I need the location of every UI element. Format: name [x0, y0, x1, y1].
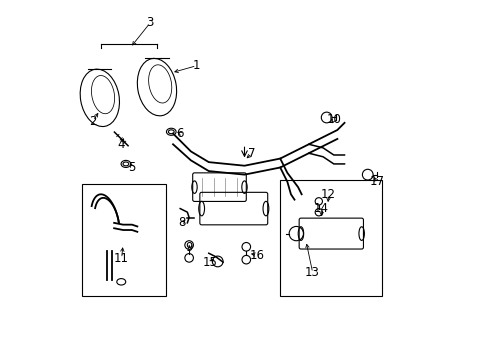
Text: 12: 12 — [320, 188, 335, 201]
Text: 2: 2 — [89, 114, 96, 127]
Text: 3: 3 — [146, 16, 153, 29]
Text: 5: 5 — [128, 161, 135, 174]
Text: 10: 10 — [325, 113, 341, 126]
Text: 14: 14 — [313, 202, 328, 215]
Text: 1: 1 — [192, 59, 200, 72]
Text: 15: 15 — [203, 256, 218, 269]
Text: 13: 13 — [305, 266, 319, 279]
Text: 7: 7 — [247, 147, 255, 160]
Text: 9: 9 — [185, 241, 192, 255]
Text: 8: 8 — [178, 216, 185, 229]
Text: 6: 6 — [176, 127, 183, 140]
Text: 11: 11 — [114, 252, 128, 265]
Text: 4: 4 — [117, 138, 125, 151]
Bar — [82, 184, 165, 296]
Text: 17: 17 — [368, 175, 384, 188]
Text: 16: 16 — [249, 248, 264, 261]
Bar — [280, 180, 381, 296]
